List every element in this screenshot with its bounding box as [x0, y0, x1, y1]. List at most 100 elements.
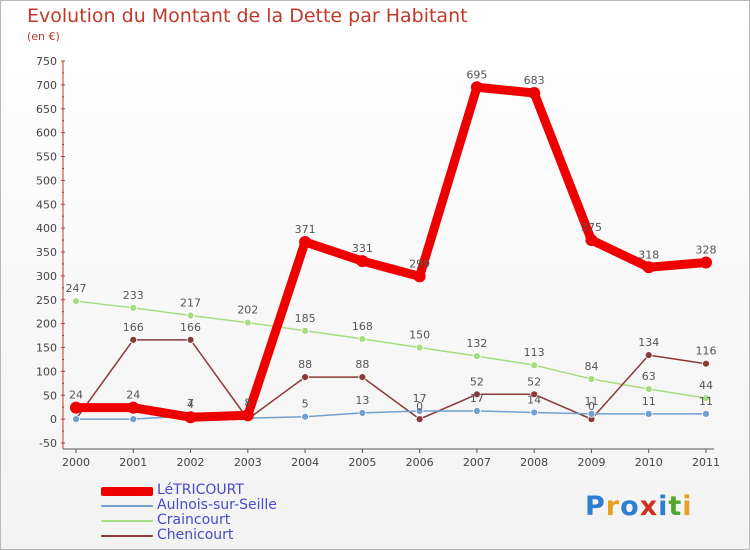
data-label: 168	[352, 320, 373, 333]
data-point	[129, 303, 138, 312]
data-point	[530, 408, 539, 417]
chart-title: Evolution du Montant de la Dette par Hab…	[27, 5, 468, 27]
logo-letter: o	[620, 491, 640, 522]
data-point	[127, 401, 140, 414]
data-point	[129, 335, 138, 344]
data-point	[530, 361, 539, 370]
data-point	[585, 234, 598, 247]
legend-label: Chenicourt	[157, 527, 234, 543]
data-point	[587, 375, 596, 383]
data-point	[642, 261, 655, 274]
data-point	[299, 235, 312, 248]
x-tick-label: 2000	[62, 456, 90, 469]
data-point	[644, 385, 653, 393]
y-tick-label: -50	[39, 437, 57, 450]
data-label: 185	[295, 312, 316, 325]
data-label: 88	[298, 358, 312, 371]
y-tick-label: 350	[36, 246, 57, 259]
data-point	[644, 351, 653, 360]
data-label: 24	[69, 389, 83, 402]
data-point	[473, 390, 481, 399]
data-label: 202	[237, 304, 258, 317]
logo-letter: P	[585, 491, 606, 522]
data-label: 217	[180, 297, 201, 310]
data-point	[702, 409, 710, 418]
data-point	[301, 326, 309, 335]
logo-letter: t	[668, 491, 683, 522]
legend-swatch	[101, 520, 153, 522]
x-tick-label: 2008	[520, 456, 548, 469]
data-label: 331	[352, 242, 373, 255]
data-point	[358, 335, 367, 343]
legend-swatch	[101, 505, 153, 507]
data-point	[72, 297, 80, 306]
data-point	[184, 411, 197, 424]
logo-letter: r	[605, 491, 621, 522]
logo-letter: i	[682, 491, 693, 522]
y-tick-label: 600	[36, 127, 57, 140]
x-tick-label: 2007	[463, 456, 491, 469]
y-tick-label: 100	[36, 365, 57, 378]
data-label: 52	[470, 375, 484, 388]
logo-letter: i	[658, 491, 669, 522]
data-point	[702, 394, 710, 403]
y-tick-label: 50	[43, 389, 57, 402]
data-label: 8	[244, 396, 251, 409]
data-point	[186, 311, 195, 320]
data-label: 13	[355, 394, 369, 407]
data-label: 375	[581, 221, 602, 234]
y-tick-label: 250	[36, 294, 57, 307]
legend-swatch	[101, 486, 153, 496]
data-label: 166	[123, 321, 144, 334]
data-label: 11	[584, 395, 598, 408]
legend-swatch	[101, 535, 153, 537]
data-point	[241, 409, 254, 422]
x-tick-label: 2004	[291, 456, 319, 469]
data-point	[700, 256, 712, 269]
y-tick-label: 300	[36, 270, 57, 283]
data-label: 24	[126, 389, 140, 402]
data-label: 299	[409, 257, 430, 270]
y-tick-label: 200	[36, 318, 57, 331]
data-point	[129, 415, 138, 424]
data-point	[70, 401, 82, 414]
data-label: 116	[696, 345, 717, 358]
data-label: 14	[527, 393, 541, 406]
data-label: 84	[584, 360, 598, 373]
data-label: 166	[180, 321, 201, 334]
legend-label: LéTRICOURT	[157, 482, 244, 498]
x-tick-label: 2003	[234, 456, 262, 469]
x-tick-label: 2009	[577, 456, 605, 469]
data-label: 328	[696, 244, 717, 257]
x-tick-label: 2005	[348, 456, 376, 469]
data-label: 7	[187, 397, 194, 410]
data-label: 371	[295, 223, 316, 236]
proxiti-logo: Proxiti	[585, 491, 693, 522]
data-label: 683	[524, 74, 545, 87]
data-label: 113	[524, 346, 545, 359]
y-tick-label: 500	[36, 174, 57, 187]
data-label: 0	[416, 400, 423, 413]
data-label: 0	[588, 400, 595, 413]
data-point	[644, 409, 653, 418]
chart-subtitle: (en €)	[27, 30, 60, 43]
data-point	[301, 373, 309, 382]
data-label: 11	[699, 395, 713, 408]
data-point	[358, 409, 367, 417]
data-label: 17	[413, 392, 427, 405]
data-point	[473, 407, 481, 415]
data-label: 5	[302, 398, 309, 411]
data-point	[186, 335, 195, 344]
data-label: 52	[527, 375, 541, 388]
series-line-0	[71, 82, 711, 422]
x-tick-label: 2002	[177, 456, 205, 469]
y-tick-label: 650	[36, 103, 57, 116]
y-tick-label: 750	[36, 55, 57, 68]
data-label: 17	[470, 392, 484, 405]
data-label: 88	[355, 358, 369, 371]
data-point	[473, 352, 481, 360]
y-tick-label: 450	[36, 198, 57, 211]
data-label: 233	[123, 289, 144, 302]
